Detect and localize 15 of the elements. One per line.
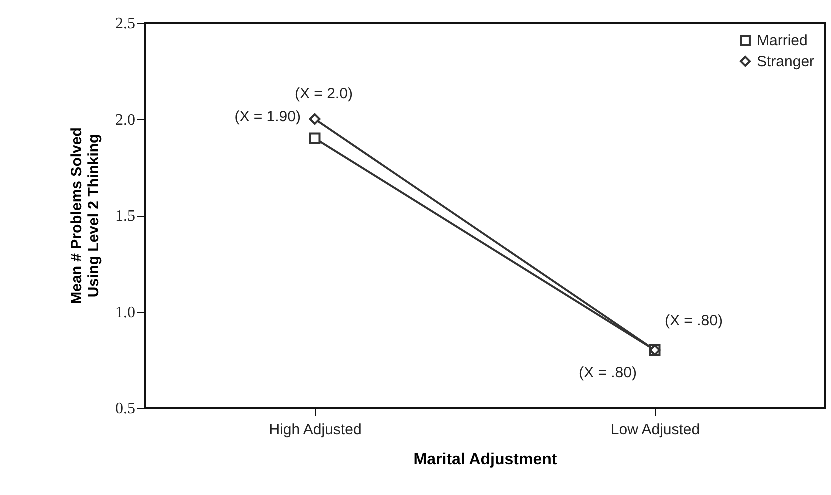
annotation: (X = .80) [579,364,637,382]
y-axis-title: Mean # Problems Solved Using Level 2 Thinking [68,128,102,304]
annotation: (X = 2.0) [295,85,353,102]
x-tick-label: Low Adjusted [610,422,700,438]
legend-label: Married [757,32,808,50]
y-tick-label: 2.0 [116,112,136,129]
y-tick-label: 0.5 [116,400,136,418]
y-tick-label: 1.0 [116,304,136,322]
x-tick-label: High Adjusted [269,422,362,438]
y-tick-label: 1.5 [116,208,136,225]
annotation: (X = .80) [665,312,723,330]
x-axis-title: Marital Adjustment [414,452,558,468]
annotation: (X = 1.90) [234,108,301,126]
y-tick-label: 2.5 [116,16,136,32]
legend-label: Stranger [757,54,815,70]
